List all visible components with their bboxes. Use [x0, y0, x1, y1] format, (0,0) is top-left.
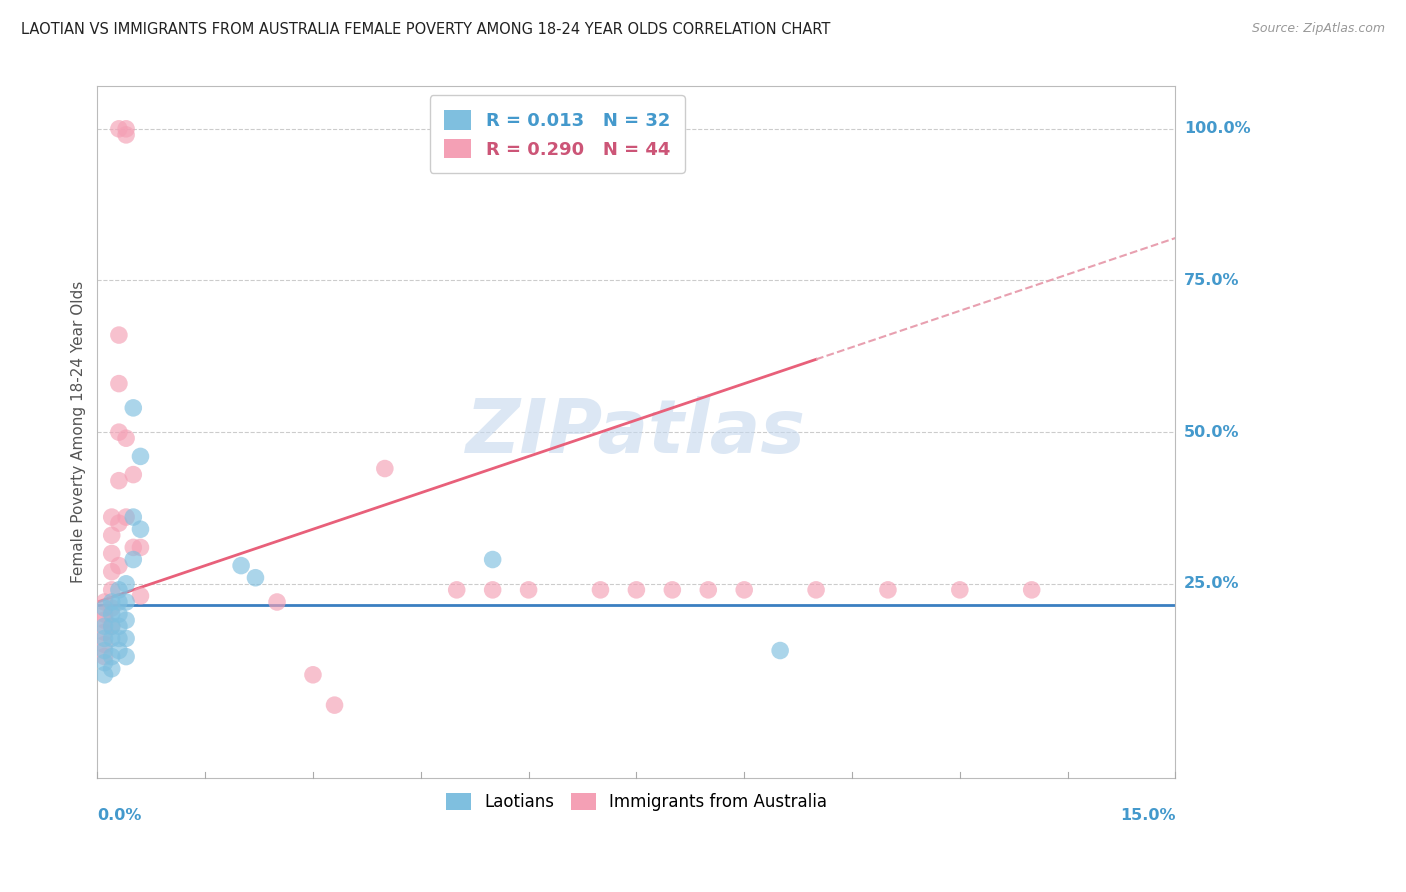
Text: 75.0%: 75.0% — [1184, 273, 1239, 288]
Point — [100, 619, 122, 633]
Point — [769, 643, 792, 657]
Point — [115, 121, 138, 136]
Point — [302, 667, 325, 681]
Point — [93, 643, 115, 657]
Point — [115, 576, 138, 591]
Text: 15.0%: 15.0% — [1121, 808, 1175, 823]
Point — [1021, 582, 1043, 597]
Text: 25.0%: 25.0% — [1184, 576, 1239, 591]
Point — [245, 571, 267, 585]
Text: LAOTIAN VS IMMIGRANTS FROM AUSTRALIA FEMALE POVERTY AMONG 18-24 YEAR OLDS CORREL: LAOTIAN VS IMMIGRANTS FROM AUSTRALIA FEM… — [21, 22, 831, 37]
Point — [100, 632, 122, 646]
Point — [374, 461, 396, 475]
Text: 100.0%: 100.0% — [1184, 121, 1250, 136]
Point — [108, 607, 131, 621]
Point — [517, 582, 540, 597]
Point — [877, 582, 900, 597]
Point — [108, 121, 131, 136]
Point — [661, 582, 683, 597]
Point — [108, 425, 131, 439]
Point — [93, 613, 115, 627]
Text: 50.0%: 50.0% — [1184, 425, 1239, 440]
Point — [115, 632, 138, 646]
Point — [100, 528, 122, 542]
Legend: Laotians, Immigrants from Australia: Laotians, Immigrants from Australia — [439, 787, 834, 818]
Point — [93, 619, 115, 633]
Point — [100, 510, 122, 524]
Point — [108, 474, 131, 488]
Point — [266, 595, 288, 609]
Point — [129, 450, 152, 464]
Point — [733, 582, 755, 597]
Point — [93, 667, 115, 681]
Point — [115, 128, 138, 142]
Point — [108, 376, 131, 391]
Y-axis label: Female Poverty Among 18-24 Year Olds: Female Poverty Among 18-24 Year Olds — [72, 281, 86, 583]
Point — [115, 595, 138, 609]
Point — [100, 649, 122, 664]
Point — [93, 607, 115, 621]
Point — [323, 698, 346, 713]
Text: 0.0%: 0.0% — [97, 808, 142, 823]
Point — [93, 601, 115, 615]
Point — [115, 431, 138, 445]
Point — [229, 558, 252, 573]
Point — [122, 541, 145, 555]
Point — [100, 595, 122, 609]
Point — [93, 632, 115, 646]
Text: ZIPatlas: ZIPatlas — [467, 396, 807, 468]
Point — [446, 582, 468, 597]
Point — [804, 582, 827, 597]
Point — [100, 565, 122, 579]
Point — [93, 595, 115, 609]
Point — [100, 546, 122, 560]
Point — [93, 637, 115, 651]
Point — [108, 516, 131, 530]
Point — [108, 643, 131, 657]
Point — [93, 656, 115, 670]
Point — [949, 582, 972, 597]
Point — [122, 552, 145, 566]
Point — [129, 522, 152, 536]
Point — [122, 510, 145, 524]
Point — [108, 582, 131, 597]
Point — [108, 595, 131, 609]
Point — [129, 541, 152, 555]
Point — [626, 582, 648, 597]
Point — [481, 582, 503, 597]
Point — [108, 558, 131, 573]
Point — [93, 625, 115, 640]
Point — [122, 467, 145, 482]
Point — [481, 552, 503, 566]
Point — [129, 589, 152, 603]
Point — [589, 582, 612, 597]
Point — [93, 649, 115, 664]
Point — [115, 613, 138, 627]
Point — [100, 582, 122, 597]
Point — [100, 619, 122, 633]
Point — [122, 401, 145, 415]
Text: Source: ZipAtlas.com: Source: ZipAtlas.com — [1251, 22, 1385, 36]
Point — [115, 649, 138, 664]
Point — [115, 510, 138, 524]
Point — [108, 632, 131, 646]
Point — [108, 328, 131, 343]
Point — [100, 607, 122, 621]
Point — [100, 662, 122, 676]
Point — [697, 582, 720, 597]
Point — [108, 619, 131, 633]
Point — [100, 601, 122, 615]
